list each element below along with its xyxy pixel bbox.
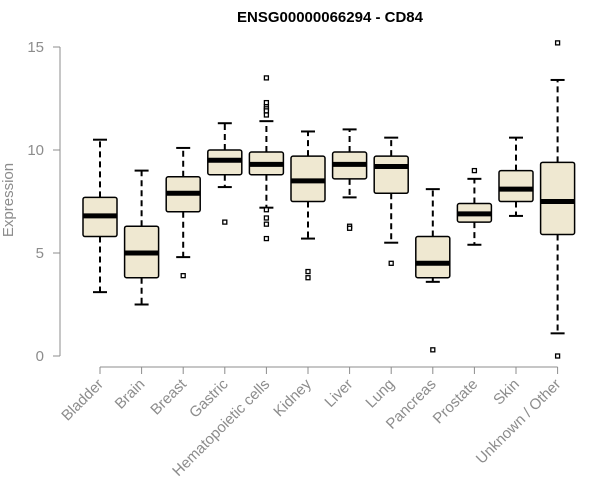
outlier-point [263,221,270,227]
box-group [165,146,201,279]
outlier-point [222,219,228,225]
outlier-point [305,268,311,275]
box [539,161,576,236]
outlier-point [180,273,186,279]
x-tick-label: Skin [490,376,523,409]
outlier-point [263,207,270,213]
outlier-point [263,75,270,81]
outlier-point [471,167,478,174]
outlier-point [263,99,270,106]
y-tick-label: 0 [36,348,44,365]
outlier-point [263,235,270,242]
outlier-point [554,353,561,359]
y-tick-label: 10 [27,142,44,159]
outlier-point [554,40,561,46]
x-tick-label: Bladder [58,376,107,425]
box-group [290,130,326,281]
outlier-point [346,225,353,231]
box-group [456,167,493,246]
outlier-point [263,112,270,118]
box [415,235,451,279]
x-tick-label: Liver [321,376,356,411]
y-tick-label: 5 [36,245,44,262]
y-tick-label: 15 [27,39,44,56]
outlier-point [305,275,311,281]
outlier-point [263,108,270,114]
box-group [498,136,534,217]
box-group [82,138,118,294]
outlier-point [263,215,270,221]
y-axis: 0 5 10 15 [27,39,61,365]
chart-title: ENSG00000066294 - CD84 [237,9,424,26]
box-group [415,188,451,353]
x-tick-label: Kidney [270,375,315,420]
outlier-point [430,347,436,353]
x-tick-label: Breast [147,375,190,418]
box [373,155,409,195]
x-tick-label: Brain [112,376,149,413]
box-group [123,169,160,306]
box-group [539,40,576,359]
boxes [82,40,576,359]
outlier-point [388,260,394,266]
box [498,169,534,203]
box-group [373,136,409,266]
box-group [248,75,285,242]
box-group [207,122,243,225]
x-tick-label: Lung [362,376,398,412]
box-group [331,128,368,231]
y-axis-label: Expression [0,163,17,237]
x-tick-label: Prostate [430,376,482,428]
